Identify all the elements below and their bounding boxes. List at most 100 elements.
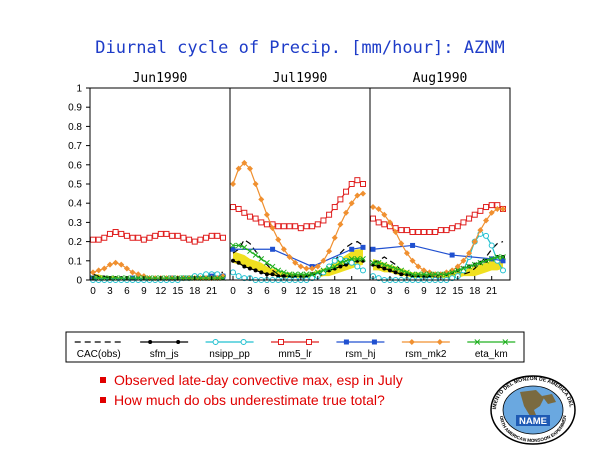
data-point <box>375 275 382 282</box>
data-point <box>338 264 343 269</box>
data-point <box>95 236 102 243</box>
data-point <box>270 272 275 277</box>
x-tick-label: 0 <box>90 286 96 297</box>
bullet-item: Observed late-day convective max, esp in… <box>100 370 403 390</box>
data-point <box>280 223 287 230</box>
x-tick-label: 15 <box>172 286 184 297</box>
data-point <box>483 257 489 264</box>
data-point <box>230 242 236 249</box>
data-point <box>502 339 509 345</box>
data-point <box>264 272 269 277</box>
data-point <box>354 177 361 184</box>
data-point <box>112 229 119 235</box>
data-point <box>180 234 187 241</box>
data-point <box>343 339 349 345</box>
bullet-text: Observed late-day convective max, esp in… <box>114 372 403 388</box>
data-point <box>477 207 484 214</box>
data-point <box>460 265 467 272</box>
data-point <box>398 227 405 234</box>
data-point <box>247 266 252 271</box>
data-point <box>106 261 113 268</box>
data-point <box>360 267 366 274</box>
data-point <box>392 229 399 235</box>
data-point <box>247 248 253 255</box>
data-point <box>420 229 427 235</box>
data-point <box>371 339 377 345</box>
data-point <box>95 267 102 274</box>
x-tick-label: 6 <box>124 286 130 297</box>
data-point <box>146 234 153 241</box>
x-tick-label: 0 <box>370 286 376 297</box>
y-tick-label: 1 <box>76 84 82 95</box>
data-point <box>230 204 236 211</box>
data-point <box>375 219 382 226</box>
data-point <box>258 196 265 203</box>
data-point <box>410 242 416 248</box>
data-point <box>286 253 293 260</box>
data-point <box>306 339 312 345</box>
data-point <box>348 200 355 207</box>
data-point <box>370 259 376 266</box>
data-point <box>483 232 490 239</box>
data-point <box>381 261 388 268</box>
y-tick-label: 0.2 <box>68 237 82 248</box>
data-point <box>426 229 433 235</box>
y-tick-label: 0 <box>76 276 82 287</box>
panel-title: Aug1990 <box>413 71 468 86</box>
data-point <box>436 339 443 345</box>
panel-jun1990: 0 3 6 9 12 15 18 21 Jun1990 <box>89 71 231 297</box>
data-point <box>297 225 304 232</box>
bullet-list: Observed late-day convective max, esp in… <box>100 370 403 410</box>
x-tick-label: 12 <box>295 286 307 297</box>
data-point <box>129 269 136 276</box>
x-tick-label: 18 <box>329 286 341 297</box>
data-point <box>471 261 478 268</box>
data-point <box>275 223 282 230</box>
data-point <box>140 236 147 243</box>
data-point <box>398 267 405 274</box>
data-point <box>152 232 159 239</box>
x-tick-label: 12 <box>155 286 167 297</box>
data-point <box>408 339 415 345</box>
data-point <box>314 269 321 276</box>
data-point <box>449 252 455 258</box>
data-point <box>269 263 276 270</box>
data-point <box>240 339 247 345</box>
data-point <box>381 211 388 218</box>
x-tick-label: 0 <box>230 286 236 297</box>
plot-area: 00.10.20.30.40.50.60.70.80.910 3 6 9 12 15 18 2… <box>68 71 511 297</box>
y-tick-label: 0.1 <box>68 256 82 267</box>
x-tick-label: 21 <box>346 286 358 297</box>
y-tick-label: 0.9 <box>68 103 82 114</box>
data-point <box>337 259 344 266</box>
data-point <box>303 271 310 278</box>
data-point <box>415 229 422 235</box>
data-point <box>106 230 113 237</box>
data-point <box>235 242 242 249</box>
data-point <box>449 275 456 282</box>
logo-continent-icon <box>520 390 544 420</box>
data-point <box>276 274 281 279</box>
data-point <box>101 265 108 272</box>
data-point <box>432 271 439 278</box>
data-point <box>376 264 381 269</box>
y-tick-label: 0.5 <box>68 180 82 191</box>
data-point <box>212 339 219 345</box>
data-point <box>275 236 282 243</box>
data-point <box>370 215 376 222</box>
diurnal-precip-chart: 00.10.20.30.40.50.60.70.80.910 3 6 9 12 15 18 2… <box>65 71 525 363</box>
data-point <box>494 254 501 260</box>
panel-title: Jul1990 <box>273 71 328 86</box>
data-point <box>246 165 253 172</box>
data-point <box>443 227 450 234</box>
data-point <box>449 269 455 276</box>
x-tick-label: 6 <box>404 286 410 297</box>
data-point <box>348 181 355 187</box>
data-point <box>488 202 495 209</box>
data-point <box>360 190 366 197</box>
data-point <box>174 232 181 239</box>
data-point <box>191 238 198 245</box>
data-point <box>230 181 236 187</box>
data-point <box>403 227 410 234</box>
data-point <box>241 159 248 166</box>
